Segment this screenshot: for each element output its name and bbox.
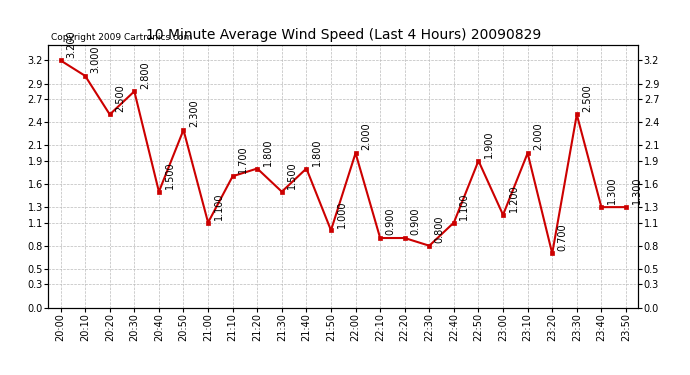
Text: 1.500: 1.500 xyxy=(287,161,297,189)
Text: 0.900: 0.900 xyxy=(386,208,395,235)
Text: 2.300: 2.300 xyxy=(189,99,199,127)
Text: Copyright 2009 Cartronics.com: Copyright 2009 Cartronics.com xyxy=(51,33,193,42)
Text: 1.200: 1.200 xyxy=(509,184,519,212)
Text: 1.900: 1.900 xyxy=(484,130,494,158)
Text: 3.200: 3.200 xyxy=(66,30,76,58)
Text: 1.700: 1.700 xyxy=(238,146,248,174)
Text: 2.500: 2.500 xyxy=(115,84,126,112)
Text: 2.800: 2.800 xyxy=(140,61,150,88)
Text: 0.900: 0.900 xyxy=(411,208,420,235)
Text: 1.800: 1.800 xyxy=(312,138,322,166)
Text: 1.000: 1.000 xyxy=(337,200,346,228)
Text: 0.700: 0.700 xyxy=(558,223,568,251)
Text: 2.000: 2.000 xyxy=(533,123,543,150)
Text: 1.800: 1.800 xyxy=(263,138,273,166)
Text: 3.000: 3.000 xyxy=(90,46,101,73)
Text: 2.500: 2.500 xyxy=(582,84,592,112)
Text: 1.100: 1.100 xyxy=(460,192,469,220)
Title: 10 Minute Average Wind Speed (Last 4 Hours) 20090829: 10 Minute Average Wind Speed (Last 4 Hou… xyxy=(146,28,541,42)
Text: 1.500: 1.500 xyxy=(164,161,175,189)
Text: 1.300: 1.300 xyxy=(607,177,617,204)
Text: 2.000: 2.000 xyxy=(361,123,371,150)
Text: 0.800: 0.800 xyxy=(435,216,445,243)
Text: 1.300: 1.300 xyxy=(631,177,642,204)
Text: 1.100: 1.100 xyxy=(214,192,224,220)
